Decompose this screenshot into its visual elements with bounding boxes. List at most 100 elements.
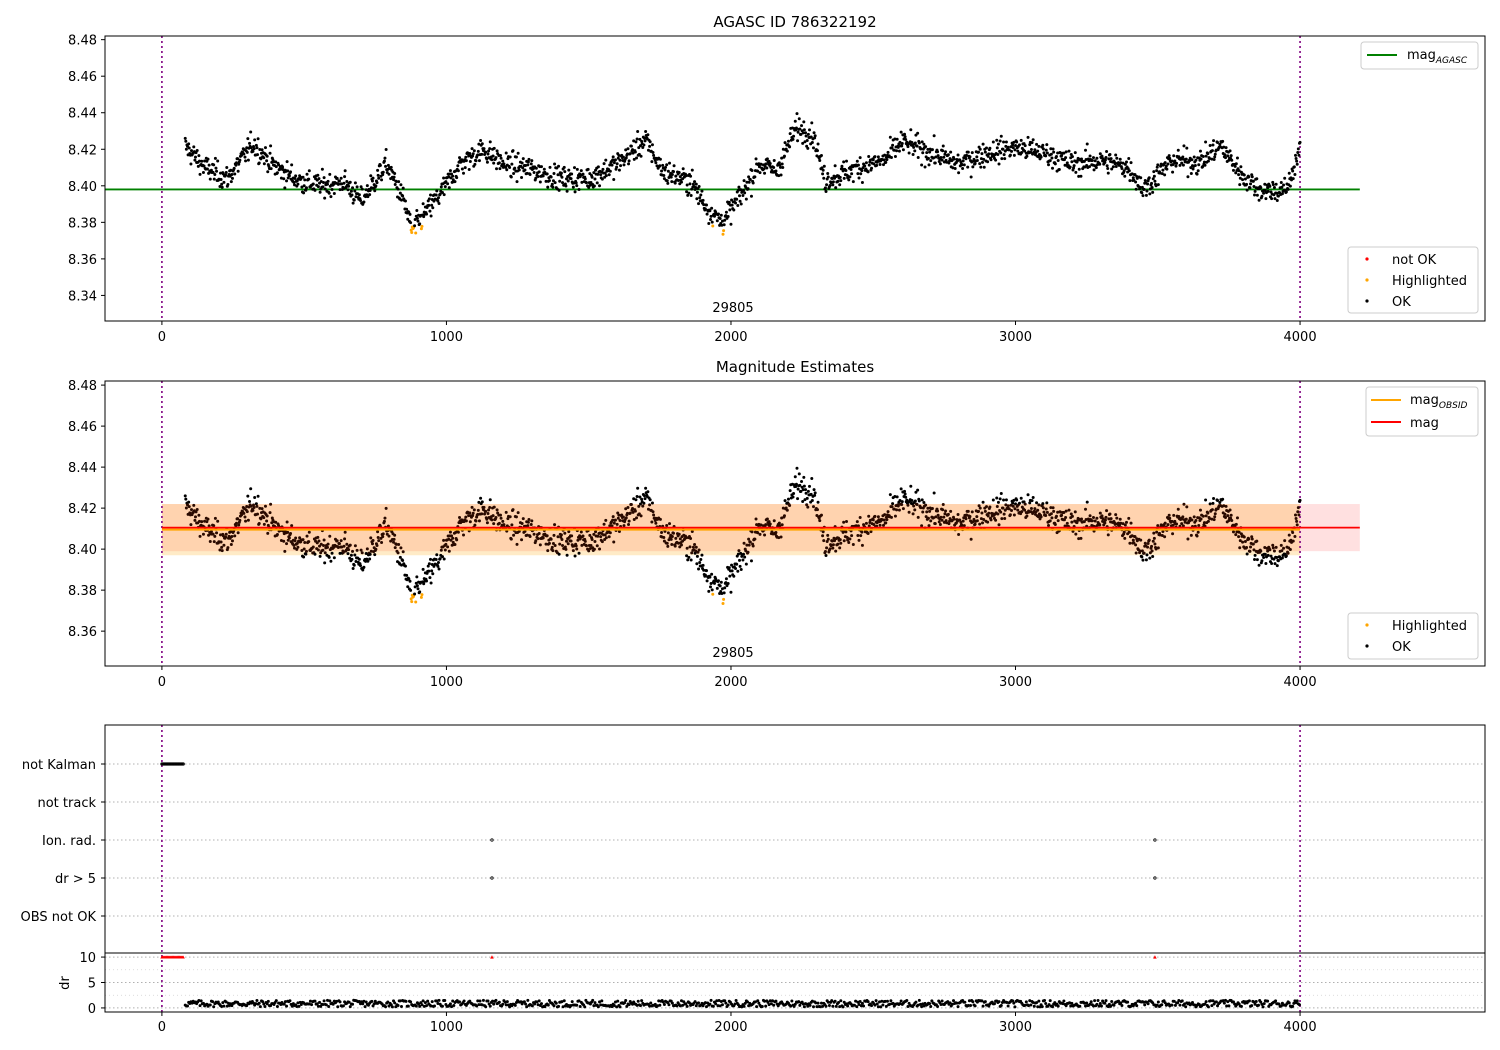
ok-point xyxy=(430,203,434,207)
ok-point xyxy=(694,182,698,186)
ok-point xyxy=(373,553,377,557)
ok-point xyxy=(746,187,750,191)
dr-point xyxy=(1043,998,1047,1002)
ok-point xyxy=(652,513,656,517)
ok-point xyxy=(624,156,628,160)
ok-point xyxy=(772,519,776,523)
ok-point xyxy=(631,151,635,155)
ok-point xyxy=(1166,162,1170,166)
ok-point xyxy=(1123,174,1127,178)
dr-point xyxy=(212,1005,216,1009)
x-tick-label: 1000 xyxy=(430,675,463,690)
ok-point xyxy=(401,550,405,554)
ok-point xyxy=(1239,165,1243,169)
ok-point xyxy=(569,177,573,181)
ok-point xyxy=(1070,160,1074,164)
ok-point xyxy=(928,150,932,154)
ok-point xyxy=(397,180,401,184)
ok-point xyxy=(628,152,632,156)
ok-point xyxy=(364,188,368,192)
ok-point xyxy=(1150,181,1154,185)
ok-point xyxy=(868,158,872,162)
ok-point xyxy=(820,166,824,170)
ok-point xyxy=(1101,157,1105,161)
ok-point xyxy=(1000,517,1004,521)
ok-point xyxy=(900,144,904,148)
ok-point xyxy=(287,536,291,540)
dr-point xyxy=(711,1004,715,1008)
ok-point xyxy=(666,181,670,185)
ok-point xyxy=(376,173,380,177)
ok-point xyxy=(450,534,454,538)
dr-capped-marker xyxy=(490,955,494,959)
y-tick-label: 8.46 xyxy=(68,70,97,85)
ok-point xyxy=(1274,545,1278,549)
ok-point xyxy=(1160,172,1164,176)
ok-point xyxy=(1087,165,1091,169)
dr-point xyxy=(922,1004,926,1008)
ok-point xyxy=(781,166,785,170)
ok-point xyxy=(336,546,340,550)
ok-point xyxy=(724,210,728,214)
ok-point xyxy=(720,219,724,223)
dr-point xyxy=(390,1005,394,1009)
ok-point xyxy=(362,200,366,204)
ok-point xyxy=(561,544,565,548)
ok-point xyxy=(927,524,931,528)
ok-point xyxy=(592,171,596,175)
dr-point xyxy=(839,999,843,1003)
ok-point xyxy=(1134,543,1138,547)
ok-point xyxy=(491,154,495,158)
ok-point xyxy=(1259,549,1263,553)
x-tick-label: 4000 xyxy=(1284,675,1317,690)
ok-point xyxy=(528,172,532,176)
ok-point xyxy=(1104,156,1108,160)
ok-point xyxy=(913,508,917,512)
ok-point xyxy=(1013,507,1017,511)
ok-point xyxy=(933,161,937,165)
dr-point xyxy=(425,1004,429,1008)
y-tick-label: 8.44 xyxy=(68,461,97,476)
ok-point xyxy=(494,156,498,160)
ok-point xyxy=(1241,178,1245,182)
dr-point xyxy=(837,1001,841,1005)
ok-point xyxy=(646,490,650,494)
ok-point xyxy=(823,186,827,190)
dr-point xyxy=(859,1004,863,1008)
ok-point xyxy=(1044,148,1048,152)
dr-point xyxy=(225,1004,229,1008)
dr-point xyxy=(821,1004,825,1008)
ok-point xyxy=(1016,149,1020,153)
ok-point xyxy=(422,582,426,586)
ok-point xyxy=(442,176,446,180)
ok-point xyxy=(219,540,223,544)
ok-point xyxy=(1052,509,1056,513)
ok-point xyxy=(346,188,350,192)
dr-point xyxy=(875,1002,879,1006)
ok-point xyxy=(803,498,807,502)
ok-point xyxy=(1272,549,1276,553)
ok-point xyxy=(581,172,585,176)
ok-point xyxy=(1146,545,1150,549)
ok-point xyxy=(300,185,304,189)
ok-point xyxy=(536,537,540,541)
ok-point xyxy=(1053,162,1057,166)
ok-point xyxy=(838,538,842,542)
dr-point xyxy=(723,999,727,1003)
ok-point xyxy=(1110,167,1114,171)
ok-point xyxy=(679,180,683,184)
ok-point xyxy=(637,512,641,516)
ok-point xyxy=(1287,533,1291,537)
ok-point xyxy=(842,520,846,524)
dr-point xyxy=(999,1003,1003,1007)
dr-point xyxy=(811,1005,815,1009)
panel-agasc-x-ticks: 0 1000 2000 3000 4000 xyxy=(158,330,1317,345)
ok-point xyxy=(1064,509,1068,513)
ok-point xyxy=(1132,541,1136,545)
ok-point xyxy=(1133,535,1137,539)
ok-point xyxy=(1127,169,1131,173)
ok-point xyxy=(981,142,985,146)
ok-point xyxy=(825,546,829,550)
ok-point xyxy=(792,134,796,138)
dr-point xyxy=(254,1002,258,1006)
